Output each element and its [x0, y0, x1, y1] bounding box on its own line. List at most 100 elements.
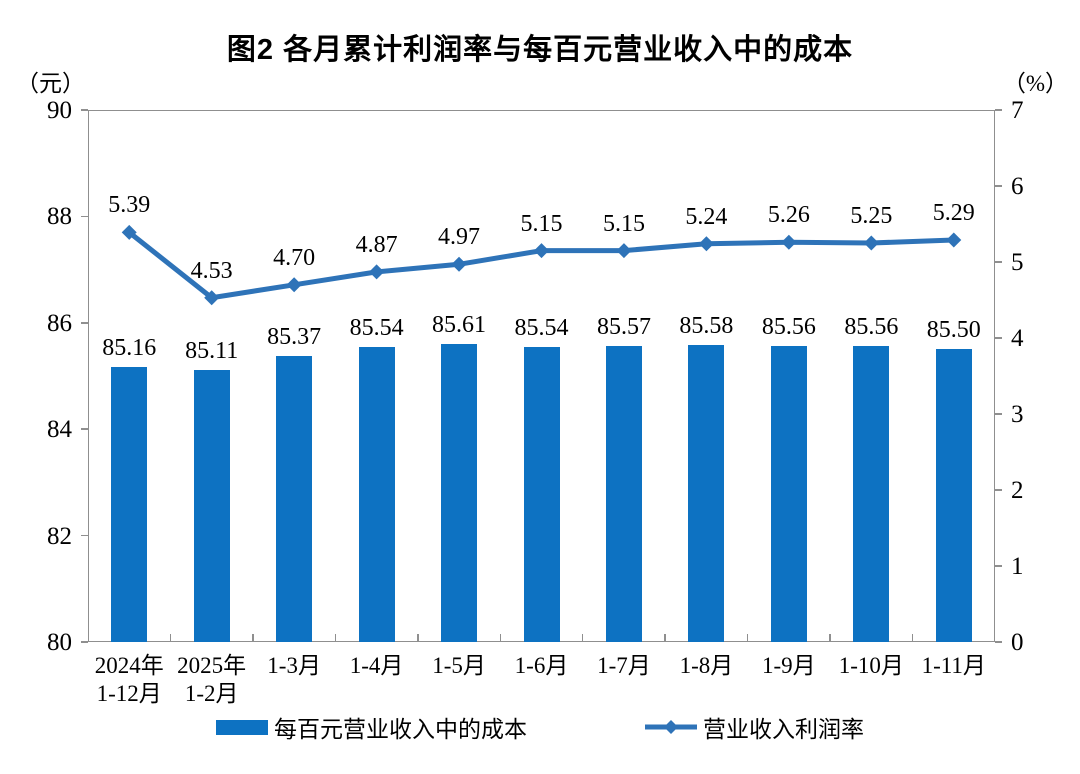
- left-axis-tickmark: [81, 641, 88, 643]
- bar: [605, 345, 642, 642]
- x-axis-category-label: 1-6月: [514, 653, 569, 678]
- line-marker-diamond: [369, 264, 385, 280]
- bar-value-label: 85.56: [844, 314, 899, 341]
- x-axis-category-label: 1-4月: [349, 653, 404, 678]
- x-axis-category-label: 1-11月: [921, 653, 986, 678]
- x-axis-tickmark: [746, 634, 749, 642]
- legend-bar-label: 每百元营业收入中的成本: [274, 717, 527, 742]
- line-value-label: 5.15: [520, 210, 563, 237]
- legend-line-swatch-icon: [645, 718, 697, 736]
- line-value-label: 5.24: [685, 203, 728, 230]
- right-axis-tickmark: [995, 261, 1002, 263]
- left-axis-tick-label: 80: [47, 629, 72, 656]
- bar: [441, 343, 478, 642]
- x-axis-category-label: 1-10月: [838, 653, 904, 678]
- legend-bar-swatch-icon: [216, 719, 268, 735]
- bar-value-label: 85.11: [185, 338, 239, 365]
- bar: [358, 347, 395, 642]
- right-axis-tickmark: [995, 109, 1002, 111]
- left-axis-tickmark: [81, 109, 88, 111]
- x-axis-tickmark: [829, 634, 831, 642]
- bar: [111, 367, 148, 642]
- line-value-label: 4.87: [355, 231, 398, 258]
- right-axis-tickmark: [995, 565, 1002, 567]
- left-axis-tickmark: [81, 322, 88, 324]
- bar: [276, 356, 313, 642]
- line-marker-diamond: [946, 232, 962, 248]
- x-axis-tickmark: [581, 634, 584, 642]
- right-axis-tickmark: [995, 185, 1002, 187]
- line-value-label: 4.53: [190, 257, 233, 284]
- line-marker-diamond: [698, 236, 714, 252]
- bar-value-label: 85.58: [679, 313, 734, 340]
- left-axis-tickmark: [81, 215, 88, 218]
- line-marker-diamond: [286, 277, 302, 293]
- profit-rate-line: [121, 224, 962, 306]
- left-axis-tickmark: [81, 534, 88, 537]
- right-axis-tick-label: 5: [1011, 249, 1024, 276]
- left-axis-tick-label: 90: [47, 97, 72, 124]
- bar: [853, 346, 890, 642]
- right-axis-tickmark: [995, 337, 1002, 339]
- left-axis-tick-label: 82: [47, 522, 72, 550]
- line-value-label: 5.39: [108, 192, 151, 219]
- bar-value-label: 85.54: [514, 315, 569, 342]
- x-axis-tickmark: [417, 634, 419, 642]
- legend: 每百元营业收入中的成本 营业收入利润率: [0, 710, 1080, 744]
- left-axis-tickmark: [81, 428, 88, 430]
- right-axis-tickmark: [995, 641, 1002, 643]
- bar-value-label: 85.50: [926, 317, 981, 344]
- bar-value-label: 85.54: [349, 315, 404, 342]
- left-axis-tick-label: 84: [47, 416, 72, 444]
- right-axis-tickmark: [995, 413, 1002, 415]
- bar: [935, 349, 972, 642]
- right-axis-tick-label: 0: [1011, 629, 1024, 656]
- line-marker-diamond: [451, 256, 467, 272]
- right-axis-unit: （%）: [1002, 71, 1068, 96]
- x-axis-category-label: 2025年 1-2月: [177, 653, 247, 707]
- bar-value-label: 85.16: [102, 335, 157, 362]
- legend-item-line: 营业收入利润率: [645, 710, 864, 744]
- bar-value-label: 85.56: [761, 314, 816, 341]
- bar-value-label: 85.61: [432, 311, 487, 338]
- right-axis-tick-label: 6: [1011, 173, 1024, 200]
- line-marker-diamond: [121, 224, 137, 240]
- line-value-label: 4.70: [273, 244, 316, 271]
- x-axis-category-label: 1-9月: [762, 653, 816, 678]
- x-axis-category-label: 1-7月: [597, 653, 651, 678]
- x-axis-category-label: 1-8月: [679, 653, 734, 678]
- legend-item-bar: 每百元营业收入中的成本: [216, 710, 527, 744]
- bar-value-label: 85.57: [596, 313, 651, 340]
- right-axis-tick-label: 4: [1011, 325, 1024, 352]
- x-axis-tickmark: [499, 634, 502, 642]
- right-axis-tick-label: 3: [1011, 401, 1024, 428]
- chart-title: 图2 各月累计利润率与每百元营业收入中的成本: [226, 34, 854, 66]
- x-axis-tickmark: [169, 634, 172, 642]
- line-value-label: 5.29: [932, 199, 975, 226]
- x-axis-category-label: 1-5月: [432, 653, 486, 678]
- right-axis-tick-label: 7: [1011, 97, 1024, 124]
- left-axis-tick-label: 88: [47, 203, 72, 231]
- bar: [193, 370, 230, 642]
- left-axis-unit: （元）: [16, 71, 85, 96]
- line-value-label: 5.15: [602, 210, 645, 237]
- x-axis-tickmark: [334, 634, 337, 642]
- line-marker-diamond: [204, 290, 220, 306]
- right-axis-tickmark: [995, 489, 1002, 491]
- bar: [770, 346, 807, 642]
- x-axis-tickmark: [911, 634, 914, 642]
- line-value-label: 4.97: [438, 224, 481, 251]
- bar: [523, 347, 560, 642]
- right-axis-tick-label: 1: [1011, 553, 1024, 580]
- line-marker-diamond: [534, 243, 549, 259]
- x-axis-tickmark: [664, 634, 666, 642]
- line-marker-diamond: [616, 243, 632, 259]
- line-marker-diamond: [863, 235, 879, 251]
- line-value-label: 5.25: [850, 203, 893, 229]
- x-axis-category-label: 2024年 1-12月: [94, 653, 164, 707]
- x-axis-tickmark: [252, 634, 254, 642]
- line-value-label: 5.26: [767, 202, 810, 229]
- x-axis-category-label: 1-3月: [267, 653, 321, 678]
- bar-value-label: 85.37: [267, 324, 322, 351]
